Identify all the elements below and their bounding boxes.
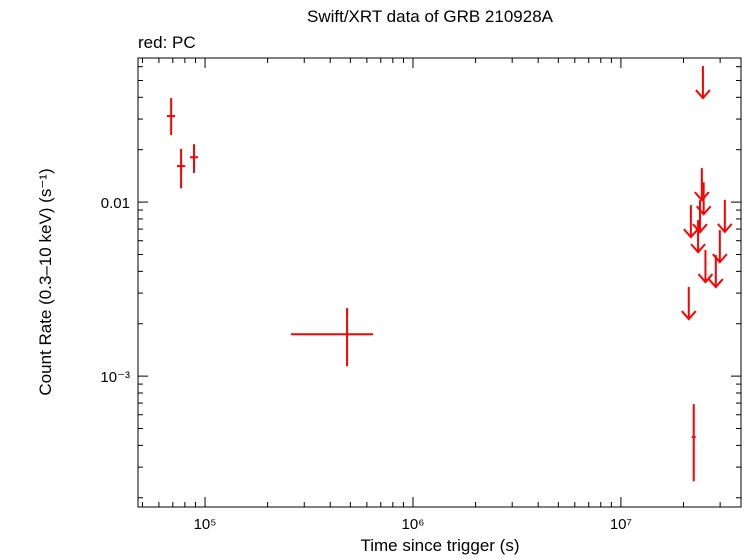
upper-limit-head <box>692 223 708 234</box>
chart-title: Swift/XRT data of GRB 210928A <box>307 7 554 26</box>
y-tick-label: 10⁻³ <box>100 369 130 386</box>
upper-limit-head <box>697 273 714 284</box>
x-tick-label: 10⁶ <box>402 516 425 533</box>
y-tick-label: 0.01 <box>101 195 130 212</box>
x-axis-label: Time since trigger (s) <box>360 536 519 555</box>
upper-limit-head <box>681 310 697 321</box>
y-axis-label: Count Rate (0.3–10 keV) (s⁻¹) <box>36 168 55 395</box>
upper-limit-head <box>694 191 710 202</box>
subtitle: red: PC <box>138 33 196 52</box>
x-tick-label: 10⁵ <box>194 516 217 533</box>
upper-limit-head <box>690 243 706 254</box>
upper-limit-head <box>695 89 711 100</box>
plot-frame <box>137 57 742 508</box>
upper-limit-head <box>683 228 699 239</box>
upper-limit-head <box>717 223 733 234</box>
x-tick-label: 10⁷ <box>610 516 632 533</box>
upper-limit-head <box>708 278 724 289</box>
